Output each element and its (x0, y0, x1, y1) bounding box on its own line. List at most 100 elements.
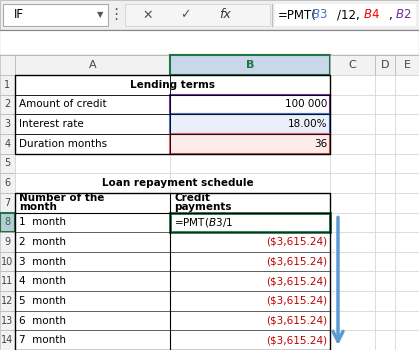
Bar (170, 212, 330, 232)
Text: Lending terms: Lending terms (130, 80, 215, 90)
Text: Duration months: Duration months (19, 139, 107, 149)
Bar (375, 212, 395, 232)
Text: Credit: Credit (174, 193, 210, 203)
Bar (395, 272, 419, 291)
Bar (330, 55, 375, 75)
Bar (395, 75, 419, 94)
Bar (395, 311, 419, 330)
Bar (170, 252, 330, 272)
Bar (375, 232, 395, 252)
Bar (375, 55, 395, 75)
Bar (375, 232, 395, 252)
Bar (170, 114, 330, 134)
Bar (330, 114, 375, 134)
Bar (170, 75, 330, 94)
Text: Interest rate: Interest rate (19, 119, 84, 129)
Bar (0, 134, 15, 154)
Text: B: B (246, 60, 254, 70)
Bar (375, 330, 395, 350)
Bar (0, 232, 15, 252)
Bar (0, 330, 15, 350)
Bar (15, 114, 170, 134)
Bar (330, 330, 375, 350)
Bar (375, 272, 395, 291)
Text: =PMT(: =PMT( (278, 8, 317, 21)
Text: A: A (89, 60, 96, 70)
Text: 5  month: 5 month (19, 296, 66, 306)
Text: ($3,615.24): ($3,615.24) (266, 276, 327, 286)
Text: Amount of credit: Amount of credit (19, 99, 106, 110)
Bar (375, 193, 395, 212)
Text: ,: , (388, 8, 392, 21)
Bar (330, 154, 375, 173)
Bar (170, 291, 330, 311)
Bar (330, 154, 375, 173)
Bar (395, 232, 419, 252)
Text: ($3,615.24): ($3,615.24) (266, 257, 327, 267)
Text: ($3,615.24): ($3,615.24) (266, 335, 327, 345)
Text: 8: 8 (5, 217, 10, 227)
Bar (330, 272, 375, 291)
Bar (330, 291, 375, 311)
Bar (330, 75, 375, 94)
Bar (330, 291, 375, 311)
Bar (330, 94, 375, 114)
Text: $B$2: $B$2 (395, 8, 411, 21)
Bar (375, 291, 395, 311)
Bar (395, 272, 419, 291)
Bar (395, 252, 419, 272)
Text: fx: fx (219, 8, 231, 21)
Bar (0, 311, 15, 330)
Text: =PMT($B$3/1: =PMT($B$3/1 (174, 216, 233, 229)
Text: $B$3: $B$3 (310, 8, 327, 21)
Text: ⋮: ⋮ (109, 7, 124, 22)
Text: ✓: ✓ (180, 8, 190, 21)
Bar (395, 94, 419, 114)
Bar (15, 272, 170, 291)
Bar (15, 75, 170, 94)
Bar (0, 212, 15, 232)
Bar (0, 154, 15, 173)
Bar (170, 272, 330, 291)
Bar (375, 173, 395, 193)
Text: 4: 4 (5, 139, 10, 149)
Bar (395, 193, 419, 212)
Bar (395, 252, 419, 272)
Bar (330, 173, 375, 193)
Bar (375, 114, 395, 134)
Bar (170, 94, 330, 114)
Bar (330, 232, 375, 252)
Bar (0, 94, 15, 114)
Bar (375, 252, 395, 272)
Text: payments: payments (174, 202, 232, 212)
Bar (3, 4, 108, 26)
Bar (395, 330, 419, 350)
Text: ($3,615.24): ($3,615.24) (266, 296, 327, 306)
Bar (170, 173, 330, 193)
Bar (15, 173, 170, 193)
Bar (330, 232, 375, 252)
Text: 2  month: 2 month (19, 237, 66, 247)
Bar (375, 134, 395, 154)
Bar (0, 291, 15, 311)
Bar (275, 4, 416, 26)
Bar (170, 232, 330, 252)
Bar (395, 134, 419, 154)
Text: 14: 14 (1, 335, 14, 345)
Bar (395, 55, 419, 75)
Bar (375, 94, 395, 114)
Bar (15, 55, 170, 75)
Bar (395, 173, 419, 193)
Bar (330, 252, 375, 272)
Bar (170, 94, 330, 114)
Text: 7: 7 (4, 198, 10, 208)
Bar (330, 193, 375, 212)
Text: ▼: ▼ (97, 10, 103, 20)
Bar (395, 173, 419, 193)
Text: Loan repayment schedule: Loan repayment schedule (91, 178, 254, 188)
Text: 1: 1 (5, 80, 10, 90)
Bar (395, 212, 419, 232)
Bar (15, 291, 170, 311)
Bar (330, 193, 375, 212)
Bar (375, 193, 395, 212)
